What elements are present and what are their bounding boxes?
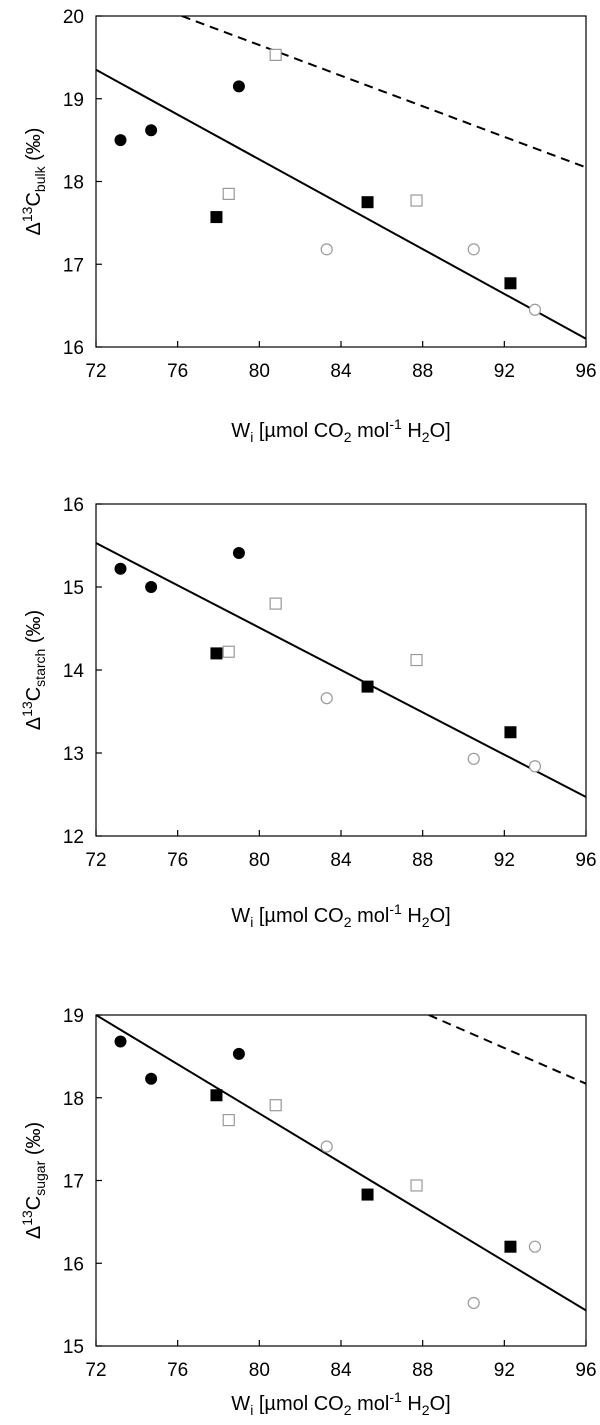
filled-circle-point xyxy=(232,80,245,93)
x-tick-label: 80 xyxy=(249,1360,270,1381)
open-circle-point xyxy=(467,1296,480,1310)
open-circle-point xyxy=(320,243,333,256)
filled-circle-point xyxy=(114,1035,127,1048)
plot-frame xyxy=(95,1014,587,1347)
open-circle-point xyxy=(528,760,542,773)
y-tick-label: 17 xyxy=(63,1172,84,1193)
filled-square-point xyxy=(210,1089,223,1102)
filled-circle-point xyxy=(145,124,158,137)
x-tick-label: 88 xyxy=(412,1360,433,1381)
open-square-point xyxy=(269,597,282,610)
open-square-point xyxy=(410,1179,423,1192)
x-tick-label: 88 xyxy=(412,361,433,382)
y-tick-label: 18 xyxy=(63,1089,84,1110)
x-tick-label: 92 xyxy=(494,361,515,382)
open-circle-point xyxy=(320,692,333,705)
filled-square-point xyxy=(210,647,223,660)
solid-line xyxy=(96,68,586,340)
open-square-point xyxy=(410,194,423,207)
x-tick-label: 92 xyxy=(494,1360,515,1381)
chart-panel-2: 72 76 80 84 88 92 96 12 13 14 15 16 Wi [µmol CO2 mol… xyxy=(19,495,597,930)
open-square-point xyxy=(222,1113,235,1127)
y-tick-label: 12 xyxy=(63,827,84,848)
chart-panel-1: 72 76 80 84 88 92 96 16 17 18 19 20 Wi [µmol CO2 mol… xyxy=(19,7,597,445)
x-tick-label: 84 xyxy=(330,1360,352,1381)
x-tick-label: 96 xyxy=(575,361,596,382)
open-square-point xyxy=(222,645,235,658)
filled-square-point xyxy=(504,726,517,739)
y-tick-label: 19 xyxy=(63,90,84,111)
x-tick-label: 76 xyxy=(167,1360,188,1381)
solid-line xyxy=(96,542,586,798)
y-tick-label: 13 xyxy=(63,744,84,765)
y-tick-label: 15 xyxy=(63,1337,84,1358)
x-axis-label: Wi [µmol CO2 mol-1 H2O] xyxy=(231,901,450,930)
x-tick-label: 88 xyxy=(412,850,433,871)
x-tick-label: 76 xyxy=(167,361,188,382)
y-tick-label: 16 xyxy=(63,1254,84,1275)
open-circle-point xyxy=(467,243,480,256)
y-tick-label: 16 xyxy=(63,338,84,359)
x-tick-label: 76 xyxy=(167,850,188,871)
filled-square-point xyxy=(361,196,374,209)
open-square-point xyxy=(410,653,423,667)
x-tick-label: 84 xyxy=(330,850,352,871)
y-tick-label: 14 xyxy=(63,661,85,682)
open-square-point xyxy=(222,187,235,201)
filled-square-point xyxy=(504,277,517,290)
solid-line xyxy=(96,1015,586,1312)
x-tick-label: 72 xyxy=(85,361,106,382)
open-square-point xyxy=(269,48,282,61)
y-axis-label: Δ13Csugar (‰) xyxy=(19,1122,48,1239)
chart-panel-3: 72 76 80 84 88 92 96 15 16 17 18 19 Wi [µmol CO2 mol… xyxy=(19,1006,597,1418)
open-circle-point xyxy=(528,1240,542,1253)
filled-circle-point xyxy=(114,134,127,147)
filled-circle-point xyxy=(232,546,245,559)
filled-circle-point xyxy=(114,562,127,575)
x-tick-label: 92 xyxy=(494,850,515,871)
y-tick-label: 20 xyxy=(63,7,84,28)
y-tick-label: 17 xyxy=(63,255,84,276)
x-axis-label: Wi [µmol CO2 mol-1 H2O] xyxy=(231,416,450,445)
filled-circle-point xyxy=(145,581,158,593)
open-circle-point xyxy=(528,303,542,316)
filled-square-point xyxy=(210,211,223,224)
y-tick-label: 15 xyxy=(63,578,84,599)
open-circle-point xyxy=(320,1140,333,1153)
x-tick-label: 84 xyxy=(330,361,352,382)
open-square-point xyxy=(269,1099,282,1112)
filled-circle-point xyxy=(145,1072,158,1085)
filled-circle-point xyxy=(232,1047,245,1060)
y-tick-label: 19 xyxy=(63,1006,84,1027)
dashed-line xyxy=(181,16,586,169)
y-tick-label: 18 xyxy=(63,173,84,194)
y-tick-label: 16 xyxy=(63,495,84,516)
open-circle-point xyxy=(467,752,480,765)
x-axis-label: Wi [µmol CO2 mol-1 H2O] xyxy=(231,1389,450,1418)
x-tick-label: 80 xyxy=(249,361,270,382)
x-tick-label: 96 xyxy=(575,850,596,871)
filled-square-point xyxy=(361,1188,374,1201)
filled-square-point xyxy=(361,680,374,693)
y-axis-label: Δ13Cstarch (‰) xyxy=(19,610,48,730)
y-axis-label: Δ13Cbulk (‰) xyxy=(19,128,48,236)
filled-square-point xyxy=(504,1240,517,1253)
dashed-line xyxy=(428,1015,586,1085)
x-tick-label: 80 xyxy=(249,850,270,871)
x-tick-label: 96 xyxy=(575,1360,596,1381)
x-tick-label: 72 xyxy=(85,1360,106,1381)
x-tick-label: 72 xyxy=(85,850,106,871)
